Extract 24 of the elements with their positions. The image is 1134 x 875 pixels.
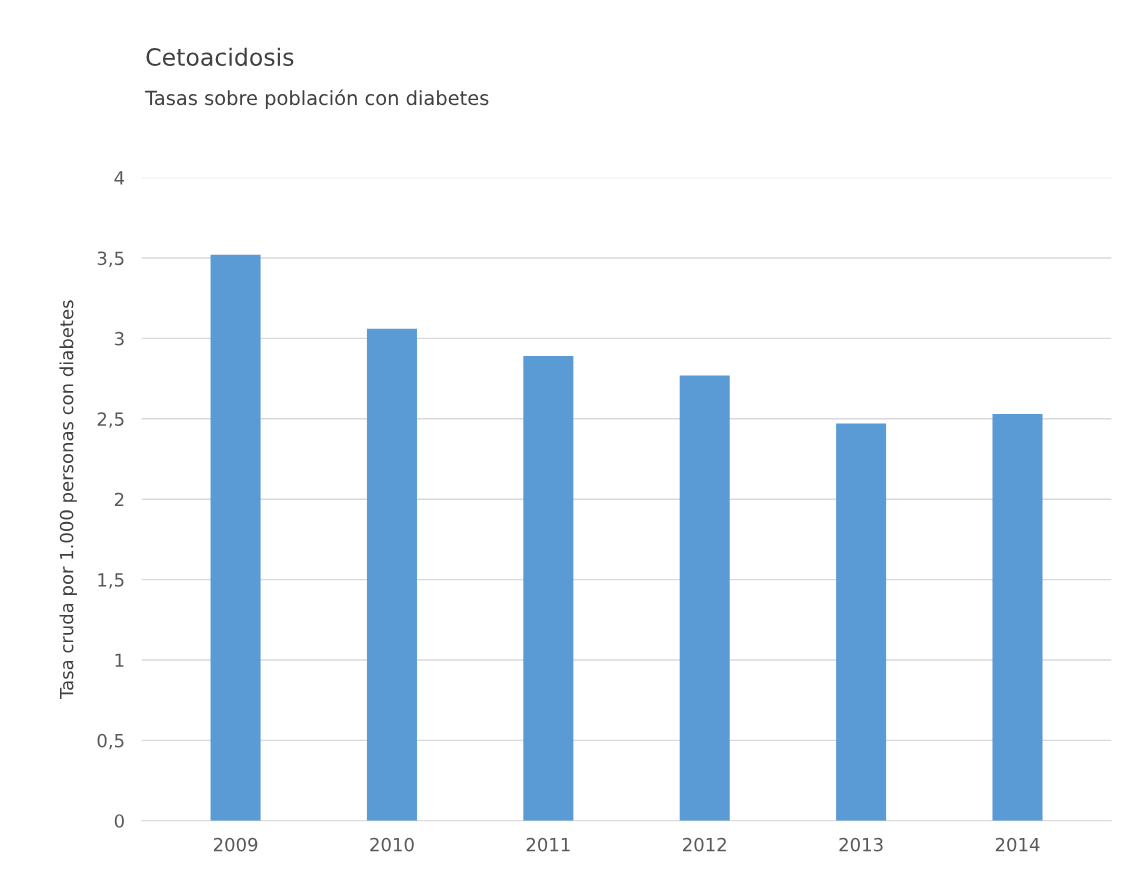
x-tick-label: 2009 [213,837,258,852]
y-tick-label: 1,5 [98,573,124,589]
y-tick-label: 2,5 [97,412,124,428]
y-tick-label: 0 [114,814,124,828]
y-axis-title: Tasa cruda por 1.000 personas con diabetes [59,300,77,699]
x-tick-label: 2012 [683,837,726,852]
x-tick-label: 2010 [370,837,414,852]
chart-subtitle: Tasas sobre población con diabetes [145,89,489,110]
bar [992,413,1043,821]
bar [366,328,417,821]
y-tick-label: 0,5 [97,733,124,750]
x-tick-label: 2011 [526,837,570,852]
y-tick-label: 3,5 [97,251,124,267]
y-tick-label: 4 [114,171,125,185]
bar [679,375,730,821]
y-tick-label: 1 [115,653,124,667]
y-tick-label: 2 [114,492,124,507]
x-tick-label: 2013 [839,837,883,852]
bar [210,254,261,821]
bar [523,356,574,821]
y-tick-label: 3 [114,331,124,346]
chart-title: Cetoacidosis [146,47,294,66]
x-tick-label: 2014 [995,837,1040,852]
bar [836,423,887,821]
